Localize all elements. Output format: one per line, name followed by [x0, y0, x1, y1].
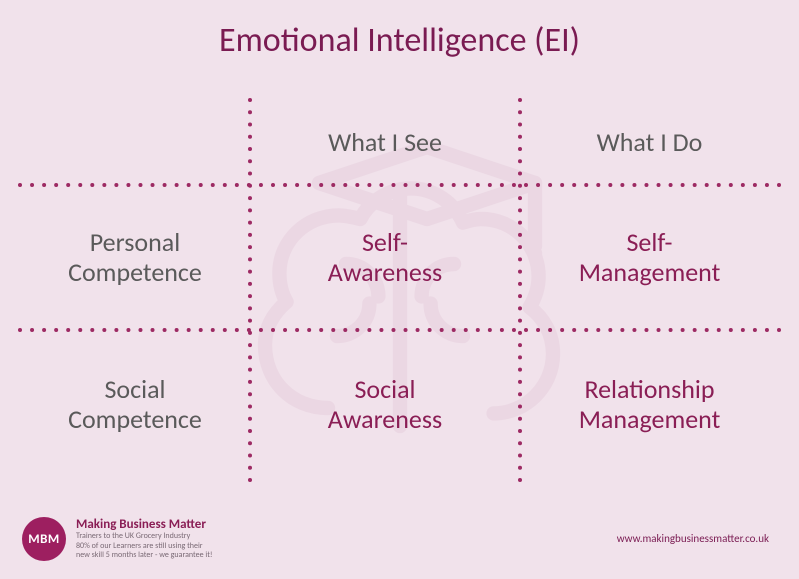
cell-self-management: Self- Management — [520, 185, 779, 330]
brand-name: Making Business Matter — [76, 517, 213, 532]
col-header-do: What I Do — [520, 100, 779, 185]
brand-circle: MBM — [22, 517, 66, 561]
row-header-social: Social Competence — [20, 330, 250, 480]
brand-logo: MBM Making Business Matter Trainers to t… — [22, 517, 213, 561]
ei-infographic: Emotional Intelligence (EI) What I See W… — [0, 0, 799, 579]
cell-relationship-management: Relationship Management — [520, 330, 779, 480]
page-title: Emotional Intelligence (EI) — [0, 20, 799, 61]
brand-tagline-3: new skill 5 months later - we guarantee … — [76, 551, 213, 561]
brand-url: www.makingbusinessmatter.co.uk — [617, 532, 769, 545]
row-header-personal: Personal Competence — [20, 185, 250, 330]
cell-self-awareness: Self- Awareness — [250, 185, 520, 330]
col-header-see: What I See — [250, 100, 520, 185]
cell-social-awareness: Social Awareness — [250, 330, 520, 480]
